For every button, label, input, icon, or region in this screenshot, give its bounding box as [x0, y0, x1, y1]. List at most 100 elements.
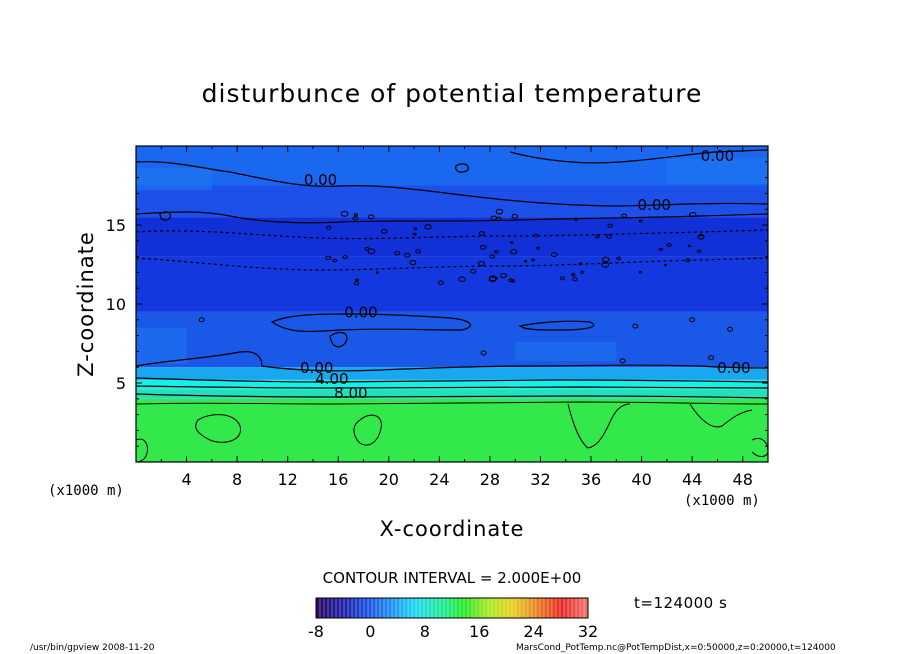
colorbar-cell — [420, 598, 425, 618]
colorbar-cell — [316, 598, 321, 618]
y-tick-label: 5 — [116, 374, 126, 393]
color-patch — [666, 158, 768, 184]
colorbar-cell — [328, 598, 333, 618]
contour-speckle — [494, 250, 499, 254]
contour-speckle — [638, 270, 643, 274]
colorbar-tick-label: 16 — [469, 622, 489, 641]
contour-line — [455, 163, 469, 173]
contour-label: 0.00 — [300, 359, 333, 377]
y-tick-label: 15 — [106, 216, 126, 235]
contour-speckle — [536, 246, 540, 250]
contour-speckle — [687, 244, 692, 248]
contour-line — [159, 211, 171, 221]
contour-speckle — [490, 215, 498, 221]
colorbar-cell — [408, 598, 413, 618]
x-unit-right: (x1000 m) — [684, 493, 760, 509]
contour-speckle — [404, 252, 411, 258]
colorbar-cell — [492, 598, 497, 618]
contour-line — [136, 161, 768, 207]
x-axis-label: X-coordinate — [380, 517, 525, 541]
colorbar-cell — [464, 598, 469, 618]
contour-speckle — [658, 247, 664, 251]
y-tick-label: 10 — [106, 295, 126, 314]
contour-speckle — [381, 229, 388, 234]
contour-line — [751, 438, 768, 457]
contour-label: 4.00 — [315, 370, 348, 388]
contour-line — [136, 393, 768, 399]
colorbar-frame — [315, 597, 589, 619]
colorbar-cell — [424, 598, 429, 618]
colorbar-cell — [560, 598, 565, 618]
colorbar-cell — [460, 598, 465, 618]
contour-speckle — [367, 248, 376, 255]
contour-speckle — [509, 241, 514, 244]
contour-speckle — [607, 223, 614, 228]
colorbar-cell — [348, 598, 353, 618]
contour-speckle — [632, 323, 639, 329]
contour-speckle — [500, 273, 507, 279]
contour-speckle — [689, 317, 696, 323]
contour-speckle — [198, 317, 205, 323]
contour-line — [329, 332, 348, 348]
colorbar-tick-label: 32 — [578, 622, 598, 641]
contour-speckle — [413, 227, 418, 231]
colorbar-cell — [372, 598, 377, 618]
y-axis-label: Z-coordinate — [74, 231, 98, 377]
colorbar-cell — [400, 598, 405, 618]
colorbar-cell — [436, 598, 441, 618]
contour-speckle — [533, 233, 539, 238]
contour-speckle — [571, 273, 576, 277]
colorbar-cell — [332, 598, 337, 618]
colorbar-cell — [364, 598, 369, 618]
x-tick-label: 16 — [328, 470, 348, 489]
colorbar-cell — [352, 598, 357, 618]
colorbar-tick-label: 0 — [365, 622, 375, 641]
colorbar-cell — [472, 598, 477, 618]
contour-line — [136, 377, 768, 383]
contour-speckle — [342, 255, 348, 260]
color-band — [136, 311, 768, 368]
contour-speckle — [375, 271, 379, 274]
contour-speckle — [601, 261, 610, 268]
contour-line — [509, 149, 768, 164]
x-tick-label: 4 — [181, 470, 191, 489]
colorbar-cell — [532, 598, 537, 618]
contour-line — [353, 414, 382, 446]
contour-speckle — [394, 251, 401, 256]
colorbar-cell — [476, 598, 481, 618]
colorbar-cell — [456, 598, 461, 618]
color-patch — [136, 168, 212, 191]
contour-speckle — [353, 213, 358, 217]
contour-speckle — [638, 219, 643, 223]
contour-speckle — [364, 246, 370, 251]
footer-right: MarsCond_PotTemp.nc@PotTempDist,x=0:5000… — [516, 643, 836, 653]
contour-speckle — [708, 355, 715, 361]
colorbar-cell — [388, 598, 393, 618]
contour-speckle — [524, 260, 528, 263]
plot-area: 0.000.000.000.000.00 0.004.008.00 — [136, 146, 768, 462]
colorbar — [315, 598, 589, 618]
colorbar-cell — [448, 598, 453, 618]
x-tick-label: 36 — [581, 470, 601, 489]
contour-speckle — [353, 281, 360, 286]
contour-speckle — [332, 258, 338, 263]
contour-speckle — [415, 249, 421, 254]
contour-speckle — [368, 214, 375, 220]
colorbar-cell — [520, 598, 525, 618]
contour-speckle — [699, 233, 704, 237]
color-band — [136, 217, 768, 257]
contour-label: 8.00 — [334, 384, 367, 402]
colorbar-cell — [376, 598, 381, 618]
contour-speckle — [355, 278, 359, 282]
colorbar-cell — [380, 598, 385, 618]
contour-speckle — [477, 260, 485, 267]
contour-speckle — [531, 258, 535, 262]
colorbar-cell — [568, 598, 573, 618]
contour-speckle — [595, 234, 600, 239]
colorbar-cell — [412, 598, 417, 618]
x-tick-label: 28 — [480, 470, 500, 489]
colorbar-cell — [468, 598, 473, 618]
contour-speckle — [509, 249, 518, 255]
colorbar-cell — [360, 598, 365, 618]
contour-speckle — [578, 262, 583, 266]
